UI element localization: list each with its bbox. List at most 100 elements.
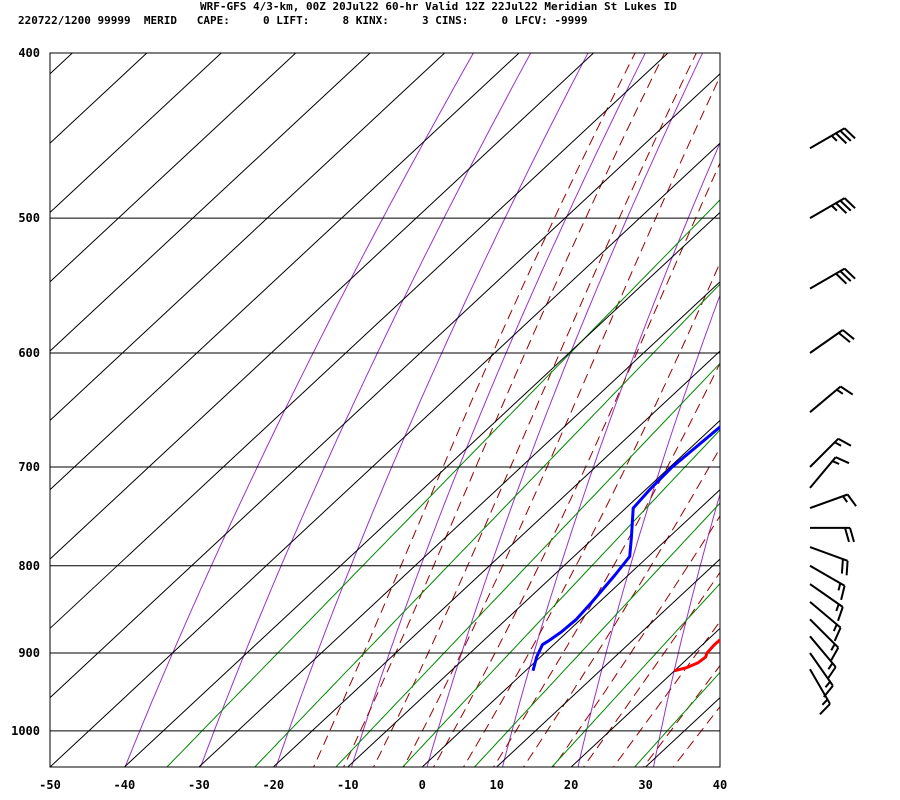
barb-staff xyxy=(809,493,848,510)
wind-barb xyxy=(809,385,854,413)
barb-flag xyxy=(838,332,851,343)
barb-flag xyxy=(844,527,850,543)
wind-barb xyxy=(809,546,849,576)
barb-staff xyxy=(809,127,846,150)
mixing-ratio-line xyxy=(254,283,720,767)
barb-flag xyxy=(830,647,840,661)
barb-flag xyxy=(845,560,849,576)
mixing-ratio-line xyxy=(335,362,720,767)
barb-staff xyxy=(809,456,837,489)
dry-adiabat xyxy=(199,53,532,767)
moist-adiabat xyxy=(402,75,720,767)
barb-staff xyxy=(809,564,846,587)
x-tick-label: -40 xyxy=(114,778,136,792)
barb-flag xyxy=(835,456,850,465)
moist-adiabat xyxy=(432,161,720,767)
isotherm xyxy=(50,73,720,699)
barb-half-flag xyxy=(830,135,838,142)
barb-staff xyxy=(809,385,842,413)
isotherm xyxy=(272,350,720,767)
barb-staff xyxy=(809,437,840,468)
moist-adiabat xyxy=(582,571,720,767)
tick-labels: -50 -40 -30 -20 -10 0 10 20 30 40 400 500 600 700 800 9… xyxy=(11,46,727,792)
dry-adiabat xyxy=(501,141,720,767)
barb-half-flag xyxy=(837,583,842,591)
y-tick-label: 900 xyxy=(18,646,40,660)
wind-barb xyxy=(810,526,855,543)
barb-half-flag xyxy=(842,495,849,503)
x-tick-label: 30 xyxy=(638,778,652,792)
barb-staff xyxy=(809,618,840,649)
barb-half-flag xyxy=(824,680,831,688)
plot-frame xyxy=(49,52,721,768)
isotherm xyxy=(50,53,148,144)
wind-barb xyxy=(809,267,856,290)
x-tick-label: 10 xyxy=(489,778,503,792)
barb-staff xyxy=(809,635,837,668)
dry-adiabat xyxy=(275,53,589,767)
y-tick-label: 1000 xyxy=(11,724,40,738)
barb-flag xyxy=(842,329,855,340)
moist-adiabat xyxy=(372,53,697,767)
barb-flag xyxy=(826,666,837,680)
barb-flag xyxy=(839,130,852,142)
wind-barb xyxy=(809,601,842,642)
dry-adiabat xyxy=(577,293,720,767)
barb-staff xyxy=(809,197,846,219)
barb-staff xyxy=(809,329,844,354)
temperature-profile xyxy=(674,637,720,673)
barb-flag xyxy=(843,127,856,140)
moist-adiabat xyxy=(343,53,666,767)
background-lines xyxy=(0,0,900,774)
isotherm xyxy=(421,489,720,767)
wind-barb xyxy=(809,635,837,680)
isotherm xyxy=(50,53,669,630)
wind-barb xyxy=(809,437,852,468)
barb-flag xyxy=(835,202,848,214)
wind-barb xyxy=(809,564,846,601)
isotherm xyxy=(50,53,371,352)
wind-barb xyxy=(809,197,856,219)
barb-flag xyxy=(849,527,855,543)
y-tick-label: 500 xyxy=(18,211,40,225)
dry-adiabat xyxy=(124,53,474,767)
isotherm xyxy=(123,211,720,767)
moist-adiabat xyxy=(462,261,720,767)
moist-adiabat xyxy=(492,362,720,767)
barb-half-flag xyxy=(830,643,836,651)
wind-barb xyxy=(809,329,855,354)
y-tick-label: 600 xyxy=(18,346,40,360)
barb-staff xyxy=(809,652,834,687)
chart-title: WRF-GFS 4/3-km, 00Z 20Jul22 60-hr Valid … xyxy=(200,0,677,13)
wind-barb xyxy=(809,493,857,510)
moist-adiabat xyxy=(552,515,720,767)
isotherm xyxy=(346,419,720,767)
x-tick-label: -20 xyxy=(262,778,284,792)
isotherm xyxy=(198,281,720,767)
barb-half-flag xyxy=(827,662,834,670)
isotherm xyxy=(50,53,520,491)
isotherm xyxy=(0,0,82,774)
moist-adiabat xyxy=(313,53,636,767)
mixing-ratio-line xyxy=(473,502,720,767)
x-tick-label: 0 xyxy=(419,778,426,792)
dewpoint-profile xyxy=(531,425,720,672)
barb-staff xyxy=(809,546,848,562)
barb-half-flag xyxy=(832,460,840,465)
mixing-ratio-line xyxy=(551,582,720,767)
wind-barb xyxy=(809,583,844,622)
isotherm xyxy=(570,627,720,767)
y-tick-label: 800 xyxy=(18,559,40,573)
dry-adiabat xyxy=(879,0,900,774)
barb-flag xyxy=(840,385,854,396)
barb-half-flag xyxy=(836,388,844,395)
wind-barb xyxy=(809,668,831,715)
barb-flag xyxy=(846,493,857,507)
barb-half-flag xyxy=(832,623,838,632)
barb-half-flag xyxy=(830,204,838,212)
wind-barbs xyxy=(809,127,857,715)
isotherm xyxy=(50,53,297,283)
wind-barb xyxy=(809,456,850,489)
barb-flag xyxy=(835,272,848,285)
